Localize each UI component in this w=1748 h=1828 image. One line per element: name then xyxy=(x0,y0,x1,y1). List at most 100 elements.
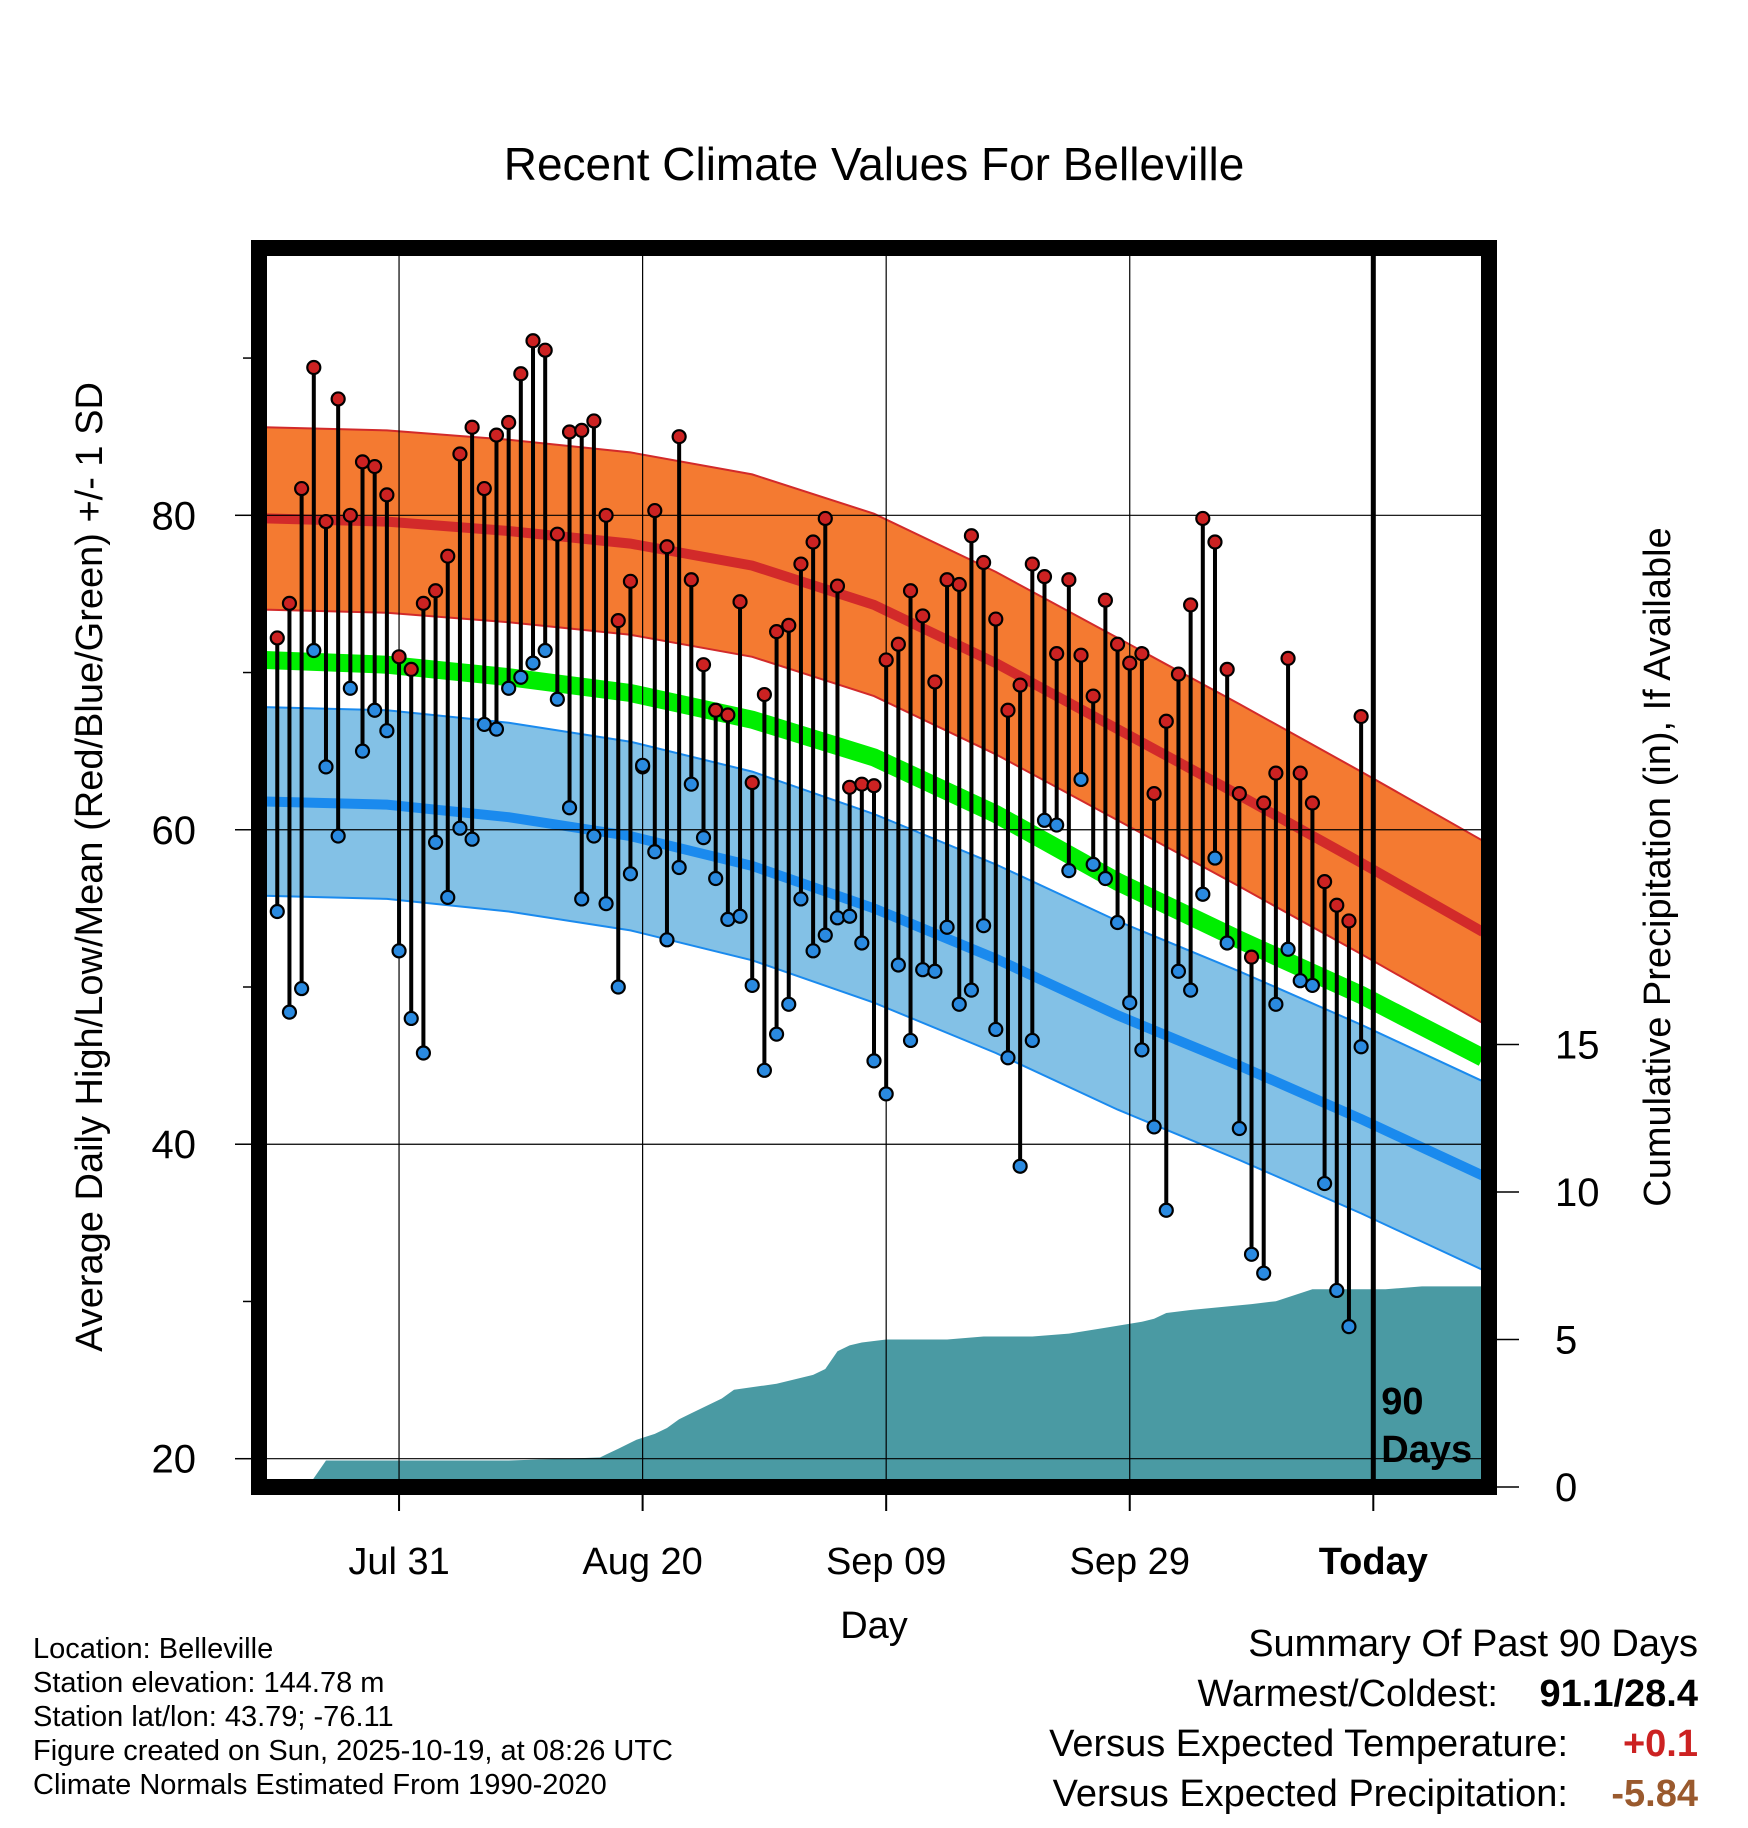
daily-high-point xyxy=(720,707,736,723)
daily-low-point xyxy=(951,996,967,1012)
x-tick-label: Jul 31 xyxy=(348,1541,449,1583)
daily-low-point xyxy=(768,1026,785,1042)
daily-high-point xyxy=(805,534,821,550)
daily-high-point xyxy=(927,674,943,690)
daily-high-point xyxy=(464,419,480,435)
daily-high-point xyxy=(1122,655,1138,671)
daily-low-point xyxy=(781,996,797,1012)
daily-low-point xyxy=(610,979,626,995)
daily-high-point xyxy=(1329,897,1345,913)
daily-low-point xyxy=(488,721,505,737)
daily-low-point xyxy=(513,669,529,685)
daily-low-point xyxy=(1024,1032,1040,1049)
daily-low-point xyxy=(549,691,565,707)
daily-low-point xyxy=(342,680,358,696)
daily-low-point xyxy=(586,828,602,844)
daily-high-point xyxy=(1097,592,1113,608)
daily-high-point xyxy=(1170,666,1187,682)
daily-low-point xyxy=(1036,812,1053,828)
daily-low-point xyxy=(1049,817,1065,833)
daily-low-point xyxy=(1256,1265,1272,1281)
daily-low-point xyxy=(805,943,821,959)
daily-high-point xyxy=(1316,874,1333,890)
daily-high-point xyxy=(793,556,809,572)
summary-heading: Summary Of Past 90 Days xyxy=(1248,1623,1698,1665)
daily-low-point xyxy=(1146,1119,1162,1135)
normals-text: Climate Normals Estimated From 1990-2020 xyxy=(33,1769,607,1801)
daily-high-point xyxy=(781,617,797,633)
daily-high-point xyxy=(440,548,456,564)
daily-high-point xyxy=(817,510,833,527)
daily-low-point xyxy=(671,859,687,876)
daily-high-point xyxy=(525,333,541,349)
location-text: Location: Belleville xyxy=(33,1633,274,1665)
daily-low-point xyxy=(501,680,517,696)
daily-high-point xyxy=(610,613,626,629)
daily-low-point xyxy=(854,935,870,951)
daily-low-point xyxy=(939,919,955,935)
daily-low-point xyxy=(427,834,444,850)
daily-high-point xyxy=(549,526,565,542)
daily-low-point xyxy=(1061,863,1077,879)
daily-high-point xyxy=(1353,708,1369,725)
daily-low-point xyxy=(269,903,285,920)
precip-anomaly-label: Versus Expected Precipitation: xyxy=(1052,1773,1568,1815)
daily-low-point xyxy=(574,891,590,907)
daily-low-point xyxy=(1316,1175,1333,1192)
y-tick-label: 80 xyxy=(152,494,197,538)
daily-low-point xyxy=(1085,856,1101,872)
daily-high-point xyxy=(476,480,492,497)
daily-low-point xyxy=(415,1045,432,1061)
daily-low-point xyxy=(720,911,736,927)
daily-high-point xyxy=(1109,636,1126,652)
y2-tick-label: 10 xyxy=(1555,1171,1600,1215)
daily-low-point xyxy=(537,642,553,659)
daily-low-point xyxy=(708,870,724,887)
daily-high-point xyxy=(976,554,992,571)
daily-high-point xyxy=(1061,572,1077,588)
daily-high-point xyxy=(598,507,614,523)
daily-high-point xyxy=(915,608,931,624)
daily-high-point xyxy=(281,595,298,611)
daily-low-point xyxy=(756,1062,772,1078)
daily-high-point xyxy=(403,661,419,677)
daily-high-point xyxy=(1243,949,1260,965)
daily-low-point xyxy=(464,831,480,847)
daily-high-point xyxy=(488,427,505,443)
daily-high-point xyxy=(659,539,675,555)
daily-high-point xyxy=(951,576,967,593)
y-tick-label: 60 xyxy=(152,809,197,853)
daily-low-point xyxy=(561,800,578,816)
daily-low-point xyxy=(367,702,383,718)
period-label-number: 90 xyxy=(1381,1381,1423,1423)
daily-low-point xyxy=(1097,870,1113,887)
daily-low-point xyxy=(281,1004,298,1020)
y2-tick-label: 5 xyxy=(1555,1319,1577,1363)
daily-high-point xyxy=(708,702,724,718)
daily-low-point xyxy=(635,757,651,773)
daily-low-point xyxy=(306,642,322,659)
daily-high-point xyxy=(513,366,529,382)
daily-high-point xyxy=(452,446,468,462)
warmest-coldest-label: Warmest/Coldest: xyxy=(1197,1673,1498,1715)
daily-low-point xyxy=(988,1021,1004,1038)
daily-high-point xyxy=(1207,534,1223,550)
daily-high-point xyxy=(744,774,760,791)
daily-low-point xyxy=(1329,1282,1345,1299)
daily-low-point xyxy=(1268,996,1284,1012)
daily-high-point xyxy=(732,594,748,610)
daily-high-point xyxy=(1049,646,1065,662)
temp-anomaly-value: +0.1 xyxy=(1622,1723,1698,1765)
daily-low-point xyxy=(403,1010,419,1027)
y-tick-label: 20 xyxy=(152,1438,197,1482)
daily-low-point xyxy=(1231,1120,1247,1137)
daily-high-point xyxy=(1085,688,1101,704)
daily-low-point xyxy=(647,844,663,860)
station-info: Location: Belleville Station elevation: … xyxy=(33,1632,673,1802)
chart-title: Recent Climate Values For Belleville xyxy=(504,138,1245,190)
daily-high-point xyxy=(1146,786,1162,802)
daily-high-point xyxy=(866,778,882,794)
daily-low-point xyxy=(1122,995,1138,1011)
daily-high-point xyxy=(537,342,553,358)
